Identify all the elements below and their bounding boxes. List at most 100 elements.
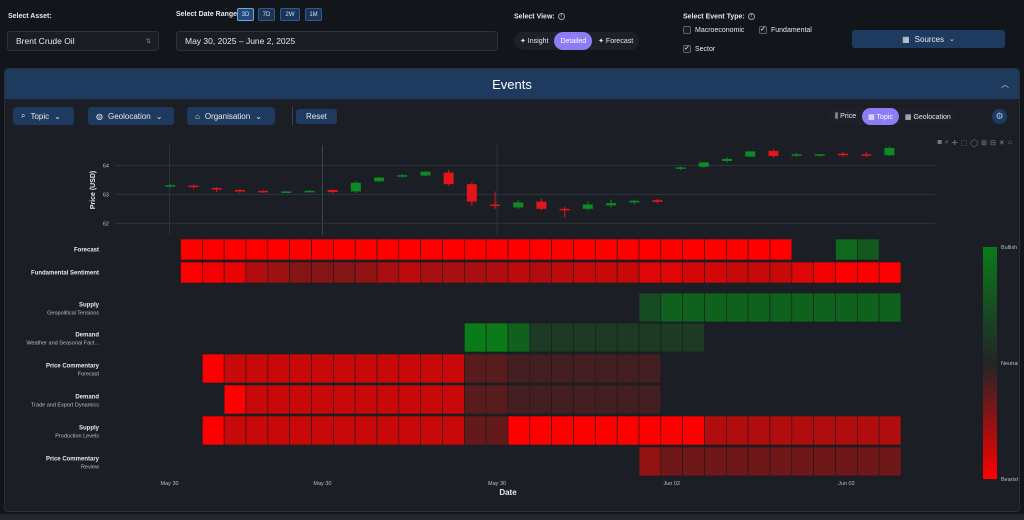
heatmap-cell — [857, 446, 880, 477]
zoom-out-icon[interactable]: ⊟ — [990, 140, 996, 147]
candle — [165, 185, 176, 187]
heatmap-cell — [420, 353, 443, 384]
candle — [304, 190, 315, 193]
heatmap-cell — [354, 353, 378, 384]
heatmap-cell — [245, 415, 269, 446]
heatmap-cell — [398, 261, 421, 284]
camera-icon[interactable]: ◙ — [937, 139, 942, 146]
autoscale-icon[interactable]: ✕ — [998, 140, 1005, 147]
heatmap-cell — [791, 292, 814, 323]
heatmap-cell — [529, 322, 552, 353]
organisation-filter-button[interactable]: ⌂ Organisation ⌄ — [187, 107, 275, 125]
heatmap-cell — [704, 415, 727, 446]
range-button-7d[interactable]: 7D — [258, 8, 275, 21]
heatmap-cell — [769, 446, 793, 477]
toggle-geolocation[interactable]: ▦ Geolocation — [904, 113, 951, 121]
row-title: Supply — [79, 303, 100, 309]
candle — [397, 175, 408, 177]
toggle-topic[interactable]: ▦ Topic — [862, 108, 899, 125]
date-range-input[interactable]: May 30, 2025 – June 2, 2025 — [176, 31, 498, 51]
x-tick-label: Jun 02 — [838, 481, 855, 487]
zoom-in-icon[interactable]: ⊞ — [981, 140, 988, 147]
heatmap-cell — [747, 238, 771, 261]
heatmap-cell — [529, 261, 552, 284]
heatmap-cell — [245, 238, 269, 261]
heatmap-cell — [704, 446, 727, 477]
candle — [745, 151, 756, 157]
heatmap-cell — [573, 353, 596, 384]
heatmap-cell — [333, 238, 356, 261]
info-icon[interactable]: i — [747, 13, 755, 20]
toggle-price[interactable]: ⫼ Price — [835, 112, 857, 120]
heatmap-cell — [878, 261, 902, 284]
heatmap-cell — [333, 353, 356, 384]
heatmap-cell — [660, 238, 683, 261]
checkbox[interactable]: ✓ — [683, 45, 691, 53]
select-arrows-icon: ⇅ — [145, 38, 151, 45]
heatmap-cell — [769, 292, 793, 323]
candle — [211, 187, 222, 190]
x-tick-label: May 30 — [313, 481, 331, 487]
view-option-insight[interactable]: ✦ Insight — [520, 38, 549, 45]
zoom-icon[interactable]: ⌕ — [944, 139, 949, 146]
heatmap-cell — [682, 292, 705, 323]
checkbox[interactable]: ✓ — [759, 26, 767, 34]
asset-select[interactable]: Brent Crude Oil ⇅ — [7, 31, 159, 51]
heatmap-cell — [682, 261, 705, 284]
heatmap-cell — [551, 415, 574, 446]
heatmap-cell — [638, 238, 662, 261]
heatmap-cell — [682, 322, 705, 353]
heatmap-cell — [223, 353, 247, 384]
heatmap-cell — [202, 261, 225, 284]
heatmap-cell — [311, 261, 334, 284]
range-button-3d[interactable]: 3D — [237, 8, 254, 21]
gear-icon[interactable]: ⚙ — [992, 109, 1007, 124]
y-axis-label: Price (USD) — [90, 171, 97, 210]
heatmap-cell — [289, 353, 312, 384]
pan-icon[interactable]: ✛ — [951, 140, 958, 147]
collapse-icon[interactable]: ︿ — [1001, 80, 1009, 89]
box-select-icon[interactable]: ⬚ — [960, 140, 968, 147]
heatmap-cell — [354, 415, 378, 446]
events-header[interactable]: Events ︿ — [5, 69, 1019, 99]
range-button-1m[interactable]: 1M — [305, 8, 322, 21]
reset-button[interactable]: Reset — [296, 109, 337, 124]
chevron-down-icon: ⌄ — [949, 36, 955, 43]
colorbar-label: Bearish — [1001, 477, 1018, 483]
heatmap-cell — [507, 322, 531, 353]
heatmap-cell — [464, 384, 487, 415]
event-type-sector[interactable]: ✓ Sector — [683, 45, 715, 53]
lasso-icon[interactable]: ◯ — [970, 140, 979, 147]
row-title: Forecast — [74, 248, 99, 254]
heatmap-cell — [551, 384, 574, 415]
heatmap-cell — [595, 322, 618, 353]
heatmap-cell — [616, 322, 640, 353]
candle — [466, 184, 477, 202]
geolocation-filter-button[interactable]: ◍ Geolocation ⌄ — [88, 107, 174, 125]
events-chart: ◙ ⌕ ✛ ⬚ ◯ ⊞ ⊟ ✕ ⌂ 62 63 64 Price (USD) Forec… — [13, 137, 1020, 497]
heatmap-cell — [202, 238, 225, 261]
heatmap-cell — [420, 238, 443, 261]
view-option-forecast[interactable]: ✦ Forecast — [598, 38, 634, 45]
heatmap-cell — [485, 238, 509, 261]
info-icon[interactable]: i — [557, 13, 565, 20]
event-type-macroeconomic[interactable]: Macroeconomic — [683, 26, 744, 34]
topic-filter-button[interactable]: ⌕ Topic ⌄ — [13, 107, 74, 125]
sources-button[interactable]: ▦ Sources ⌄ — [852, 30, 1005, 48]
colorbar — [983, 247, 997, 479]
heatmap-cell — [660, 446, 683, 477]
heatmap-cell — [551, 353, 574, 384]
sources-label: Sources — [914, 34, 945, 44]
heatmap-cell — [420, 261, 443, 284]
date-range-label: Select Date Range: — [176, 11, 240, 18]
checkbox[interactable] — [683, 26, 691, 34]
heatmap-cell — [747, 261, 771, 284]
heatmap-cell — [835, 415, 858, 446]
candle — [490, 204, 501, 207]
event-type-fundamental[interactable]: ✓ Fundamental — [759, 26, 812, 34]
view-option-detailed[interactable]: Detailed — [554, 32, 593, 50]
range-button-2w[interactable]: 2W — [280, 8, 300, 21]
row-subtitle: Geopolitical Tensions — [47, 311, 99, 317]
heatmap-cell — [333, 261, 356, 284]
home-icon[interactable]: ⌂ — [1007, 139, 1012, 146]
